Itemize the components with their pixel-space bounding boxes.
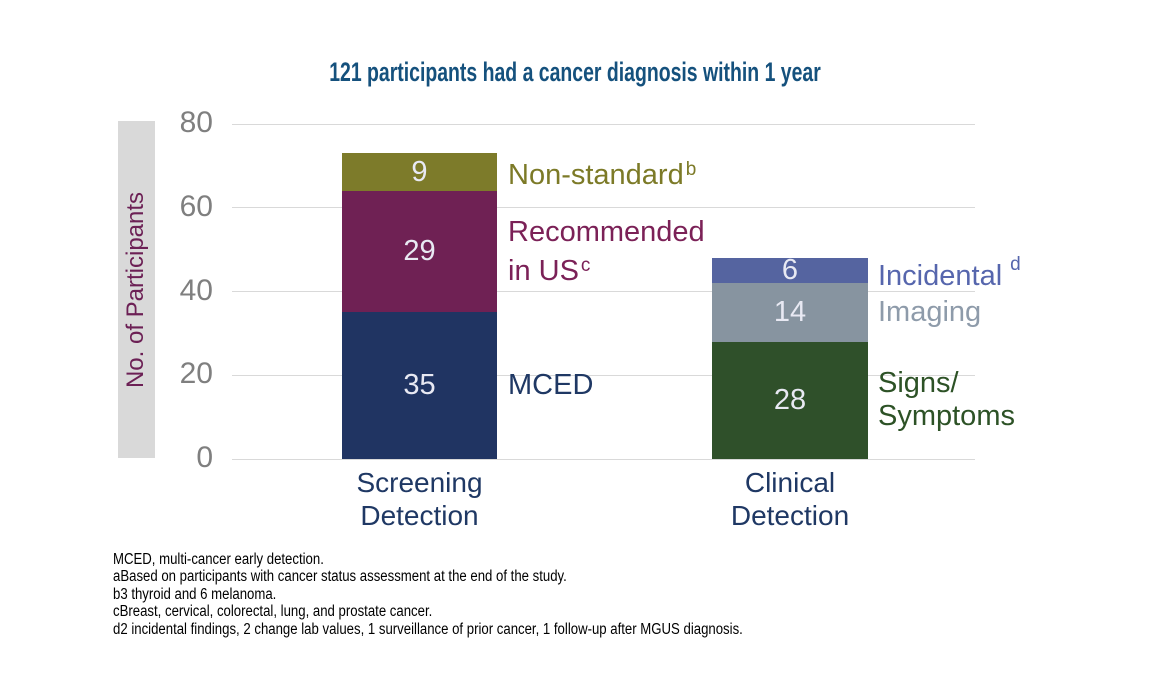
category-label-line: Detection — [360, 500, 479, 531]
segment-label-line: Incidental d — [878, 254, 1021, 293]
segment-label-mced: MCED — [508, 312, 593, 459]
segment-value-non-standard: 9 — [411, 155, 428, 188]
footnote-marker-b: b — [685, 158, 697, 180]
segment-label-incidental: Incidental d — [878, 254, 1021, 292]
segment-label-signs-symptoms: Signs/Symptoms — [878, 342, 1015, 459]
segment-value-recommended-in-us: 29 — [403, 235, 436, 268]
gridline-0 — [232, 458, 975, 460]
gridline-80 — [232, 123, 975, 125]
footnote-marker-d: d — [1010, 254, 1021, 276]
bar-segment-incidental: 6 — [712, 254, 868, 287]
category-label-line: Screening — [356, 467, 483, 498]
bar-segment-mced: 35 — [342, 312, 497, 459]
y-tick-label-80: 80 — [179, 105, 213, 139]
segment-label-line: Symptoms — [878, 400, 1015, 433]
gridline-20 — [232, 374, 975, 376]
segment-value-mced: 35 — [403, 369, 436, 402]
footnote-1: MCED, multi-cancer early detection. — [113, 551, 324, 568]
segment-label-line: in US c — [508, 254, 591, 287]
category-label-line: Clinical — [744, 467, 836, 498]
segment-label-line: Signs/ — [878, 367, 959, 400]
footnote-3: b3 thyroid and 6 melanoma. — [113, 585, 277, 603]
segment-value-imaging: 14 — [773, 295, 807, 328]
category-label-screening: Screening Detection — [356, 466, 482, 532]
segment-value-incidental: 6 — [781, 254, 799, 287]
segment-label-line: Non-standard b — [508, 158, 697, 191]
footnote-marker-c: c — [580, 254, 591, 276]
segment-label-text-non-standard: Non-standard b — [508, 153, 696, 192]
footnote-2: aBased on participants with cancer statu… — [113, 568, 567, 586]
category-label-clinical: Clinical Detection — [731, 466, 849, 532]
footnotes-block: MCED, multi-cancer early detection. aBase… — [113, 551, 743, 638]
bar-segment-non-standard: 9 — [342, 153, 497, 191]
bar-segment-signs-symptoms: 28 — [712, 341, 868, 459]
y-tick-label-20: 20 — [179, 357, 213, 391]
segment-label-non-standard: Non-standard b — [508, 153, 696, 191]
segment-label-imaging: Imaging — [878, 283, 981, 342]
y-tick-label-0: 0 — [196, 440, 213, 474]
bar-segment-imaging: 14 — [712, 283, 868, 342]
segment-label-text-incidental: Incidental d — [878, 248, 1021, 293]
footnote-4: cBreast, cervical, colorectal, lung, and… — [113, 603, 433, 621]
segment-label-recommended-in-us: Recommended in US c — [508, 191, 705, 312]
gridline-60 — [232, 207, 975, 209]
segment-label-line: Imaging — [878, 295, 982, 328]
y-axis-label-background — [118, 121, 155, 458]
segment-label-line: MCED — [508, 369, 594, 402]
chart-title: 121 participants had a cancer diagnosis … — [329, 57, 821, 87]
category-label-line: Detection — [730, 500, 850, 531]
gridline-40 — [232, 291, 975, 292]
segment-label-text-mced: MCED — [508, 369, 593, 402]
y-tick-label-40: 40 — [179, 273, 213, 307]
bar-segment-recommended-in-us: 29 — [342, 191, 497, 313]
segment-label-text-signs-symptoms: Signs/Symptoms — [878, 367, 1015, 433]
segment-label-text-recommended-in-us: Recommended in US c — [508, 216, 705, 288]
footnote-5: d2 incidental findings, 2 change lab val… — [113, 620, 743, 638]
y-tick-label-60: 60 — [179, 189, 213, 223]
segment-label-text-imaging: Imaging — [878, 296, 981, 329]
segment-label-line: Recommended — [508, 215, 705, 248]
segment-value-signs-symptoms: 28 — [773, 383, 807, 416]
